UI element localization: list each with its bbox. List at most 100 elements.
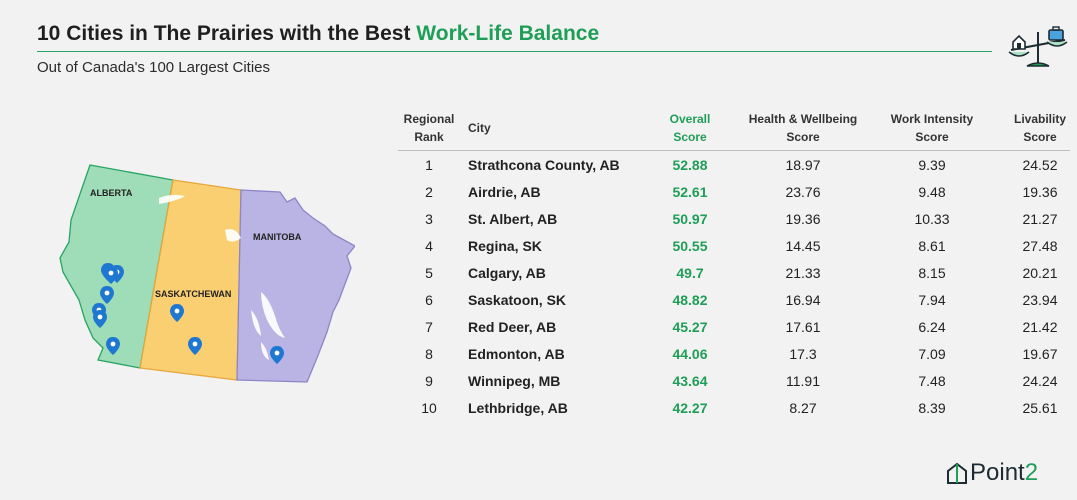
table-row: 2 Airdrie, AB 52.61 23.76 9.48 19.36: [398, 178, 1070, 205]
cell-work: 7.09: [918, 346, 946, 362]
location-pin-icon: [170, 304, 184, 322]
header-city: City: [468, 121, 491, 135]
cell-overall: 49.7: [676, 265, 704, 281]
cell-livability: 24.52: [1022, 157, 1058, 173]
brand-accent: 2: [1024, 459, 1039, 486]
cell-livability: 21.27: [1022, 211, 1058, 227]
prairies-map: ALBERTA SASKATCHEWAN MANITOBA: [59, 164, 355, 383]
cell-health: 16.94: [785, 292, 821, 308]
header-work: Work Intensity Score: [878, 110, 986, 146]
header-livability-line1: Livability: [1013, 112, 1066, 126]
cell-rank: 6: [425, 292, 433, 308]
cell-health: 14.45: [785, 238, 821, 254]
cell-overall: 42.27: [672, 400, 708, 416]
table-row: 5 Calgary, AB 49.7 21.33 8.15 20.21: [398, 259, 1070, 286]
title-prefix: 10 Cities in The Prairies with the Best: [37, 22, 417, 45]
cell-city: Lethbridge, AB: [468, 400, 568, 416]
location-pin-icon: [270, 346, 284, 364]
header-overall-line2: Score: [673, 130, 707, 144]
cell-health: 23.76: [785, 184, 821, 200]
ranking-table: Regional Rank City Overall Score Health …: [398, 108, 1070, 421]
cell-city: Edmonton, AB: [468, 346, 565, 362]
location-pin-icon: [188, 337, 202, 355]
table-row: 9 Winnipeg, MB 43.64 11.91 7.48 24.24: [398, 367, 1070, 394]
cell-city: Calgary, AB: [468, 265, 546, 281]
cell-city: Winnipeg, MB: [468, 373, 561, 389]
brand-logo: Point 2: [946, 459, 1038, 487]
cell-overall: 52.61: [672, 184, 708, 200]
cell-rank: 7: [425, 319, 433, 335]
cell-livability: 21.42: [1022, 319, 1058, 335]
house-icon: [947, 462, 967, 484]
cell-health: 8.27: [789, 400, 817, 416]
lake-manitoba: [261, 342, 269, 360]
cell-overall: 48.82: [672, 292, 708, 308]
cell-work: 10.33: [914, 211, 950, 227]
cell-health: 11.91: [786, 373, 820, 389]
cell-health: 17.61: [785, 319, 821, 335]
header-rank: Regional Rank: [398, 110, 460, 146]
cell-city: Regina, SK: [468, 238, 542, 254]
lake-winnipeg: [261, 292, 285, 338]
cell-city: Red Deer, AB: [468, 319, 557, 335]
map-label-manitoba: MANITOBA: [253, 232, 302, 242]
cell-work: 7.48: [918, 373, 946, 389]
cell-overall: 50.55: [672, 238, 708, 254]
page-title: 10 Cities in The Prairies with the Best …: [37, 22, 599, 46]
cell-work: 6.24: [918, 319, 946, 335]
cell-work: 7.94: [918, 292, 946, 308]
header-livability-line2: Score: [1023, 130, 1057, 144]
table-row: 4 Regina, SK 50.55 14.45 8.61 27.48: [398, 232, 1070, 259]
lake-athabasca: [159, 194, 185, 204]
cell-overall: 44.06: [672, 346, 708, 362]
cell-city: St. Albert, AB: [468, 211, 558, 227]
header-health: Health & Wellbeing Score: [738, 110, 868, 146]
cell-overall: 43.64: [672, 373, 708, 389]
cell-rank: 9: [425, 373, 433, 389]
header-health-line1: Health & Wellbeing: [748, 112, 858, 126]
brand-name: Point: [970, 459, 1025, 486]
header-work-line1: Work Intensity: [890, 112, 974, 126]
cell-work: 9.48: [918, 184, 946, 200]
table-row: 10 Lethbridge, AB 42.27 8.27 8.39 25.61: [398, 394, 1070, 421]
cell-health: 18.97: [785, 157, 821, 173]
map-label-saskatchewan: SASKATCHEWAN: [155, 289, 231, 299]
cell-rank: 4: [425, 238, 433, 254]
cell-health: 21.33: [785, 265, 821, 281]
header-rank-line1: Regional: [403, 112, 455, 126]
manitoba-shape: [236, 189, 355, 383]
table-row: 6 Saskatoon, SK 48.82 16.94 7.94 23.94: [398, 286, 1070, 313]
cell-health: 17.3: [789, 346, 817, 362]
cell-overall: 50.97: [672, 211, 708, 227]
cell-overall: 52.88: [672, 157, 708, 173]
cell-city: Airdrie, AB: [468, 184, 541, 200]
table-row: 3 St. Albert, AB 50.97 19.36 10.33 21.27: [398, 205, 1070, 232]
cell-rank: 2: [425, 184, 433, 200]
cell-overall: 45.27: [672, 319, 708, 335]
cell-rank: 3: [425, 211, 433, 227]
cell-livability: 25.61: [1022, 400, 1058, 416]
cell-work: 9.39: [918, 157, 946, 173]
cell-health: 19.36: [785, 211, 821, 227]
table-body: 1 Strathcona County, AB 52.88 18.97 9.39 24.5…: [398, 151, 1070, 421]
cell-livability: 19.67: [1022, 346, 1058, 362]
header-health-line2: Score: [786, 130, 820, 144]
cell-rank: 8: [425, 346, 433, 362]
cell-livability: 27.48: [1022, 238, 1058, 254]
title-highlight: Work-Life Balance: [416, 22, 600, 45]
cell-work: 8.39: [918, 400, 946, 416]
lake-reindeer: [225, 229, 241, 242]
page-subtitle: Out of Canada's 100 Largest Cities: [37, 59, 270, 76]
cell-rank: 10: [421, 400, 437, 416]
table-row: 8 Edmonton, AB 44.06 17.3 7.09 19.67: [398, 340, 1070, 367]
header-overall-line1: Overall: [669, 112, 711, 126]
table-row: 7 Red Deer, AB 45.27 17.61 6.24 21.42: [398, 313, 1070, 340]
location-pin-icon: [104, 266, 118, 284]
cell-rank: 5: [425, 265, 433, 281]
balance-scale-icon: [1008, 26, 1068, 67]
cell-livability: 23.94: [1022, 292, 1058, 308]
cell-work: 8.15: [918, 265, 946, 281]
cell-livability: 20.21: [1022, 265, 1058, 281]
header-work-line2: Score: [915, 130, 949, 144]
header-livability: Livability Score: [998, 110, 1077, 146]
